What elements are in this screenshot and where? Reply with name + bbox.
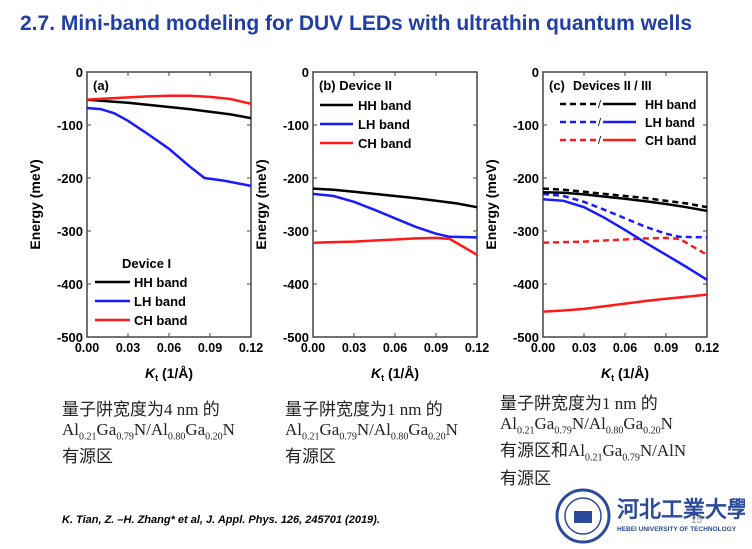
legend-separator: / (598, 117, 602, 129)
legend-label: HH band (645, 98, 696, 112)
caption-a-line1: 量子阱宽度为4 nm 的 (62, 400, 220, 419)
x-tick-label: 0.06 (383, 341, 407, 355)
legend-title: Device I (122, 256, 171, 271)
series-line (542, 187, 708, 209)
plot-frame-1 (312, 71, 478, 338)
university-logo: 河北工業大學 HEBEI UNIVERSITY OF TECHNOLOGY 15 (555, 487, 749, 545)
x-tick-label: 0.03 (116, 341, 140, 355)
y-axis-label: Energy (meV) (483, 159, 499, 249)
series-line (312, 187, 478, 209)
x-tick-label: 0.09 (198, 341, 222, 355)
y-tick-label: -200 (57, 171, 83, 186)
citation: K. Tian, Z. –H. Zhang* et al, J. Appl. P… (62, 514, 380, 526)
y-axis-label: Energy (meV) (27, 159, 43, 249)
caption-c-line1: 量子阱宽度为1 nm 的 (500, 394, 658, 413)
legend-label: LH band (645, 116, 695, 130)
caption-b-formula: Al0.21Ga0.79N/Al0.80Ga0.20N (285, 420, 458, 443)
legend-label: LH band (358, 117, 410, 132)
x-tick-label: 0.09 (424, 341, 448, 355)
caption-b: 量子阱宽度为1 nm 的 Al0.21Ga0.79N/Al0.80Ga0.20N… (285, 400, 458, 467)
y-tick-label: 0 (532, 65, 539, 80)
university-seal-icon (555, 488, 611, 544)
x-axis-label: Kt (1/Å) (145, 365, 193, 383)
caption-a-formula: Al0.21Ga0.79N/Al0.80Ga0.20N (62, 420, 235, 443)
series-line (542, 191, 708, 213)
x-axis-label: Kt (1/Å) (371, 365, 419, 383)
plot-frame-0 (86, 71, 252, 338)
legend-label: HH band (358, 98, 412, 113)
plot-frame-2 (542, 71, 708, 338)
y-tick-label: -100 (57, 118, 83, 133)
x-tick-label: 0.12 (465, 341, 489, 355)
seal-emblem (574, 511, 592, 523)
y-tick-label: -400 (513, 277, 539, 292)
y-tick-label: -200 (513, 171, 539, 186)
series-line (86, 106, 252, 188)
y-tick-label: -100 (513, 118, 539, 133)
x-tick-label: 0.09 (654, 341, 678, 355)
page-number: 15 (691, 515, 703, 526)
caption-c-line3: 有源区和Al0.21Ga0.79N/AlN (500, 441, 687, 464)
legend-separator: / (598, 135, 602, 147)
legend-label: LH band (134, 294, 186, 309)
x-tick-label: 0.03 (342, 341, 366, 355)
x-tick-label: 0.12 (239, 341, 263, 355)
series-line (542, 197, 708, 281)
y-tick-label: -300 (57, 224, 83, 239)
seal-inner-ring (564, 497, 602, 535)
x-tick-label: 0.12 (695, 341, 719, 355)
panel-label: (a) (93, 78, 109, 93)
caption-c: 量子阱宽度为1 nm 的 Al0.21Ga0.79N/Al0.80Ga0.20N… (500, 394, 686, 489)
x-tick-label: 0.00 (301, 341, 325, 355)
x-axis-label: Kt (1/Å) (601, 365, 649, 383)
series-line (86, 98, 252, 120)
logo-name-cn: 河北工業大學 (617, 497, 745, 522)
y-tick-label: -500 (283, 330, 309, 345)
legend-label: CH band (134, 313, 188, 328)
legend-label: CH band (358, 136, 412, 151)
y-tick-label: 0 (76, 65, 83, 80)
y-tick-label: -400 (57, 277, 83, 292)
panel-label: (c) (549, 78, 565, 93)
x-tick-label: 0.06 (157, 341, 181, 355)
y-tick-label: -500 (57, 330, 83, 345)
y-tick-label: -400 (283, 277, 309, 292)
slide-title: 2.7. Mini-band modeling for DUV LEDs wit… (20, 12, 693, 35)
x-tick-label: 0.06 (613, 341, 637, 355)
y-tick-label: -100 (283, 118, 309, 133)
series-line (542, 293, 708, 313)
legend-separator: / (598, 99, 602, 111)
caption-c-line4: 有源区 (500, 468, 551, 488)
panel-label: (b) Device II (319, 78, 392, 93)
y-tick-label: 0 (302, 65, 309, 80)
y-tick-label: -300 (283, 224, 309, 239)
caption-c-formula: Al0.21Ga0.79N/Al0.80Ga0.20N (500, 414, 673, 437)
series-line (86, 94, 252, 106)
y-axis-label: Energy (meV) (253, 159, 269, 249)
legend-title: Devices II / III (573, 79, 652, 93)
logo-name-en: HEBEI UNIVERSITY OF TECHNOLOGY (617, 526, 737, 533)
series-line (542, 236, 708, 256)
caption-a: 量子阱宽度为4 nm 的 Al0.21Ga0.79N/Al0.80Ga0.20N… (62, 400, 235, 467)
y-tick-label: -300 (513, 224, 539, 239)
x-tick-label: 0.00 (531, 341, 555, 355)
series-line (312, 236, 478, 256)
legend-label: HH band (134, 275, 188, 290)
series-line (312, 192, 478, 239)
caption-b-line3: 有源区 (285, 447, 336, 467)
y-tick-label: -500 (513, 330, 539, 345)
x-tick-label: 0.00 (75, 341, 99, 355)
y-tick-label: -200 (283, 171, 309, 186)
legend-label: CH band (645, 134, 696, 148)
caption-b-line1: 量子阱宽度为1 nm 的 (285, 400, 443, 419)
caption-a-line3: 有源区 (62, 447, 113, 467)
x-tick-label: 0.03 (572, 341, 596, 355)
